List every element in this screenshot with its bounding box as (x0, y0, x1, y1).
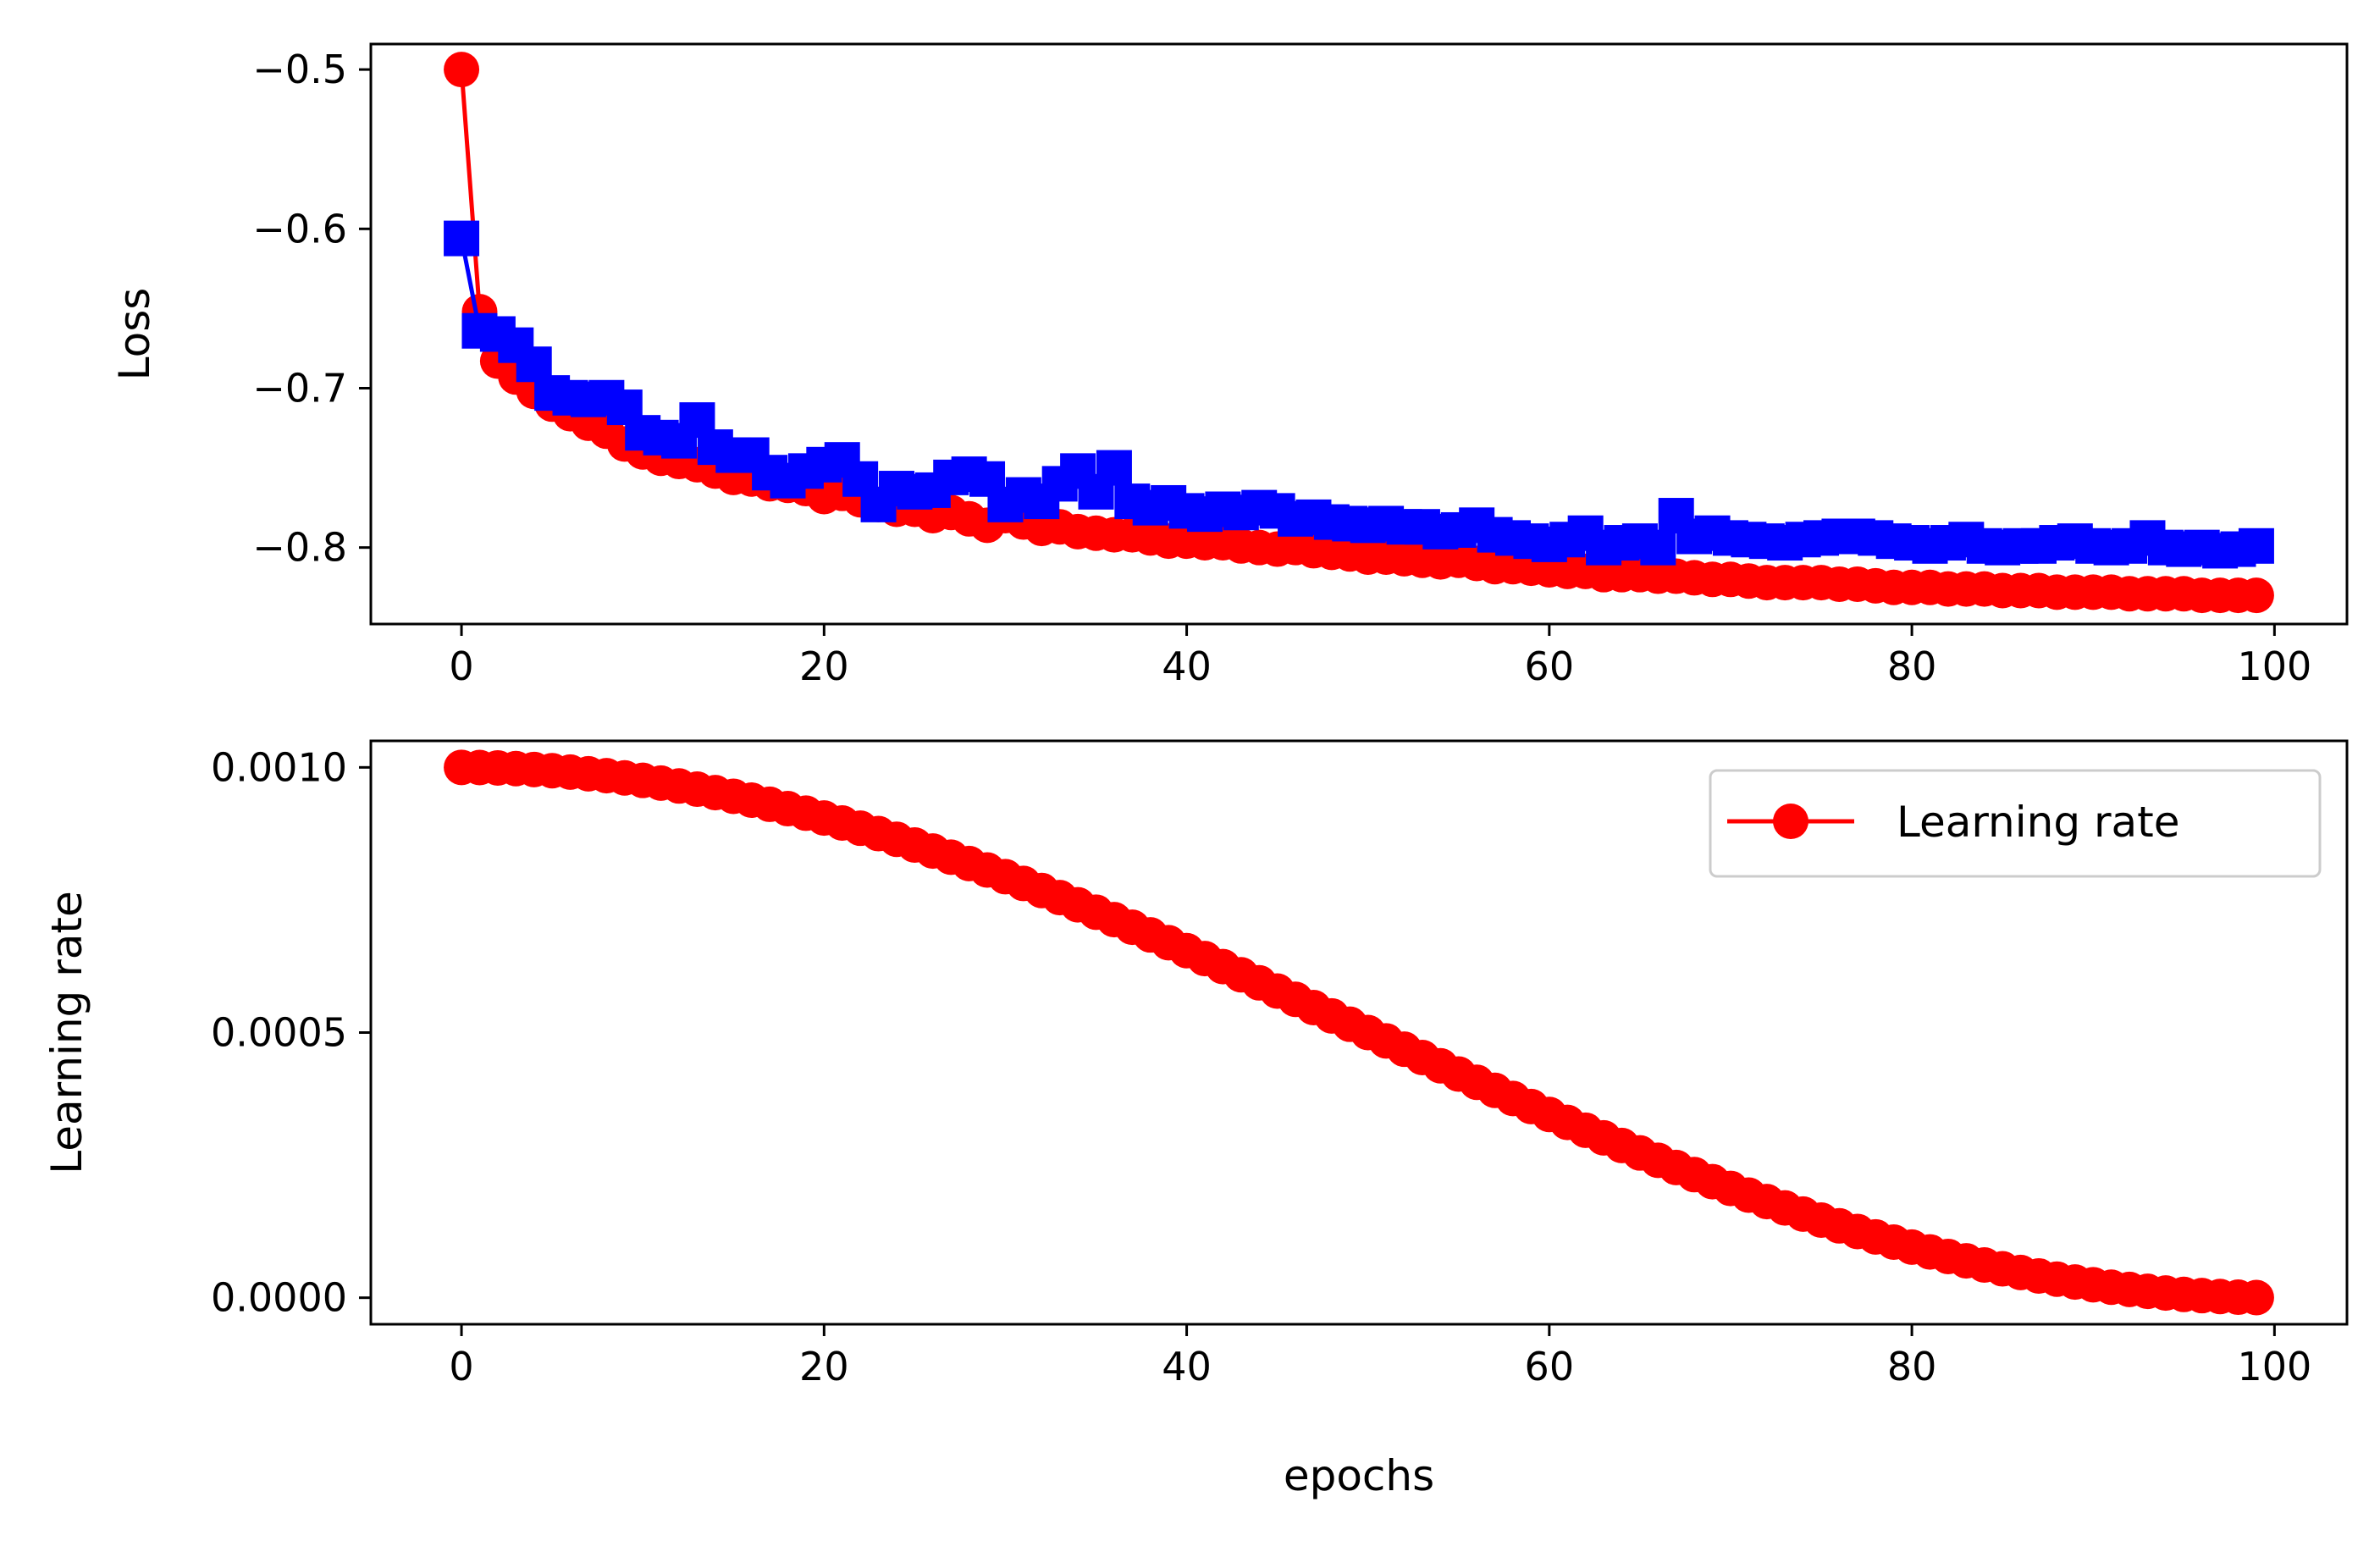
data-point (1640, 529, 1676, 566)
x-tick-label: 80 (1887, 1344, 1937, 1389)
x-tick-label: 60 (1525, 1344, 1575, 1389)
y-tick-label: −0.8 (252, 525, 347, 571)
data-point (2238, 1279, 2274, 1316)
data-point (444, 220, 480, 257)
x-tick-label: 20 (799, 1344, 849, 1389)
y-axis-label: Loss (110, 288, 159, 381)
x-tick-label: 0 (449, 643, 473, 689)
learning-rate-chart: 0 20 40 60 80 100 0.0010 0.0005 0.0000 Learning r… (42, 739, 2349, 1500)
loss-chart: 0 20 40 60 80 100 −0.5 −0.6 −0.7 −0.8 Loss (110, 42, 2349, 689)
series-0 (444, 52, 2274, 614)
legend: Learning rate (1709, 769, 2322, 878)
data-point (2238, 527, 2274, 564)
data-point (1096, 450, 1132, 486)
x-tick-label: 60 (1525, 643, 1575, 689)
x-tick-label: 0 (449, 1344, 473, 1389)
data-point (444, 52, 480, 88)
y-tick-label: −0.6 (252, 206, 347, 251)
data-point (2238, 577, 2274, 614)
x-tick-label: 100 (2237, 1344, 2311, 1389)
legend-marker (1773, 804, 1808, 839)
x-tick-label: 40 (1162, 643, 1212, 689)
x-tick-label: 80 (1887, 643, 1937, 689)
series-1 (444, 220, 2274, 569)
y-tick-label: −0.5 (252, 47, 347, 92)
y-tick-label: −0.7 (252, 365, 347, 411)
y-tick-label: 0.0000 (211, 1275, 347, 1321)
series-line (459, 238, 2257, 553)
y-axis-label: Learning rate (42, 891, 91, 1174)
x-tick-label: 100 (2237, 643, 2311, 689)
y-tick-label: 0.0005 (211, 1010, 347, 1056)
legend-label: Learning rate (1897, 798, 2180, 847)
y-tick-label: 0.0010 (211, 744, 347, 790)
plot-frame (369, 42, 2349, 626)
x-axis-label: epochs (1284, 1451, 1434, 1500)
x-tick-label: 20 (799, 643, 849, 689)
series-0 (444, 749, 2274, 1316)
x-tick-label: 40 (1162, 1344, 1212, 1389)
legend-box (1709, 769, 2322, 878)
